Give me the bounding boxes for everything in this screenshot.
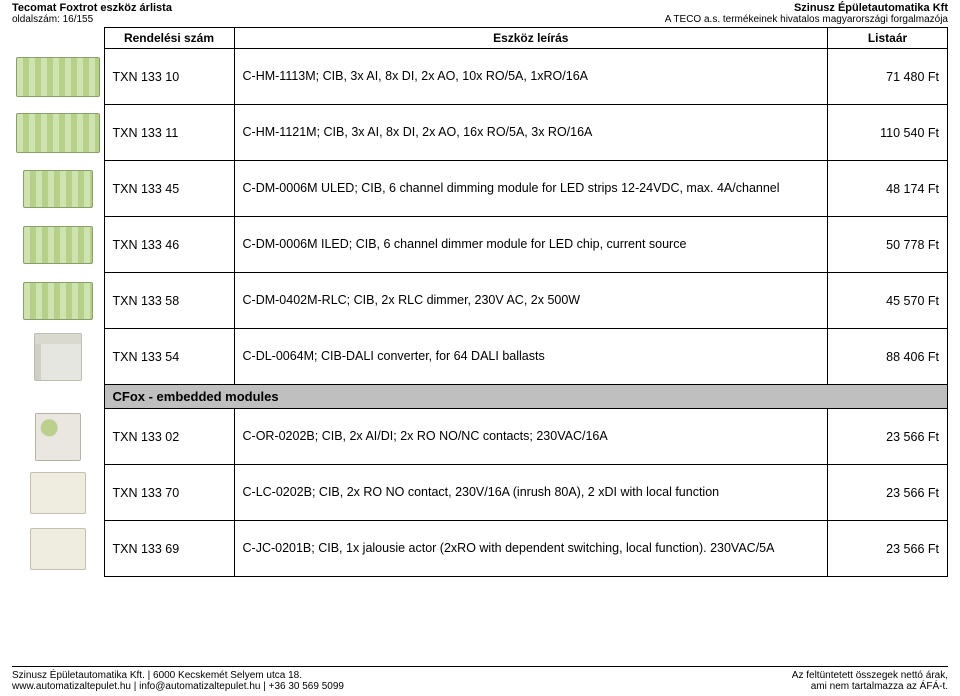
product-description: C-OR-0202B; CIB, 2x AI/DI; 2x RO NO/NC c… bbox=[234, 409, 828, 465]
table-row: TXN 133 70C-LC-0202B; CIB, 2x RO NO cont… bbox=[12, 465, 948, 521]
product-image-cell bbox=[12, 329, 104, 385]
product-thumbnail bbox=[30, 528, 86, 570]
company-subtitle: A TECO a.s. termékeinek hivatalos magyar… bbox=[665, 14, 948, 25]
product-description: C-JC-0201B; CIB, 1x jalousie actor (2xRO… bbox=[234, 521, 828, 577]
doc-title: Tecomat Foxtrot eszköz árlista bbox=[12, 2, 172, 14]
product-thumbnail bbox=[16, 57, 100, 97]
table-row: TXN 133 45C-DM-0006M ULED; CIB, 6 channe… bbox=[12, 161, 948, 217]
product-description: C-HM-1121M; CIB, 3x AI, 8x DI, 2x AO, 16… bbox=[234, 105, 828, 161]
table-row: TXN 133 02C-OR-0202B; CIB, 2x AI/DI; 2x … bbox=[12, 409, 948, 465]
list-price: 45 570 Ft bbox=[828, 273, 948, 329]
product-image-cell bbox=[12, 465, 104, 521]
product-description: C-DM-0006M ULED; CIB, 6 channel dimming … bbox=[234, 161, 828, 217]
order-code: TXN 133 58 bbox=[104, 273, 234, 329]
list-price: 23 566 Ft bbox=[828, 521, 948, 577]
table-row: TXN 133 10C-HM-1113M; CIB, 3x AI, 8x DI,… bbox=[12, 49, 948, 105]
product-image-cell bbox=[12, 273, 104, 329]
section-title: CFox - embedded modules bbox=[104, 385, 948, 409]
product-image-cell bbox=[12, 217, 104, 273]
product-image-cell bbox=[12, 105, 104, 161]
footer-right: Az feltüntetett összegek nettó árak, ami… bbox=[792, 670, 948, 692]
footer-note-1: Az feltüntetett összegek nettó árak, bbox=[792, 670, 948, 681]
product-description: C-DM-0402M-RLC; CIB, 2x RLC dimmer, 230V… bbox=[234, 273, 828, 329]
order-code: TXN 133 45 bbox=[104, 161, 234, 217]
order-code: TXN 133 02 bbox=[104, 409, 234, 465]
footer-left: Szinusz Épületautomatika Kft. | 6000 Kec… bbox=[12, 670, 344, 692]
footer-company-address: Szinusz Épületautomatika Kft. | 6000 Kec… bbox=[12, 670, 344, 681]
company-name: Szinusz Épületautomatika Kft bbox=[665, 2, 948, 14]
list-price: 48 174 Ft bbox=[828, 161, 948, 217]
table-row: TXN 133 11C-HM-1121M; CIB, 3x AI, 8x DI,… bbox=[12, 105, 948, 161]
product-thumbnail bbox=[34, 333, 82, 381]
col-header-image bbox=[12, 28, 104, 49]
list-price: 23 566 Ft bbox=[828, 409, 948, 465]
product-image-cell bbox=[12, 409, 104, 465]
product-thumbnail bbox=[23, 170, 93, 208]
product-description: C-HM-1113M; CIB, 3x AI, 8x DI, 2x AO, 10… bbox=[234, 49, 828, 105]
order-code: TXN 133 70 bbox=[104, 465, 234, 521]
page-header: Tecomat Foxtrot eszköz árlista oldalszám… bbox=[12, 2, 948, 25]
product-thumbnail bbox=[35, 413, 81, 461]
product-description: C-LC-0202B; CIB, 2x RO NO contact, 230V/… bbox=[234, 465, 828, 521]
product-description: C-DM-0006M ILED; CIB, 6 channel dimmer m… bbox=[234, 217, 828, 273]
product-thumbnail bbox=[23, 226, 93, 264]
product-thumbnail bbox=[30, 472, 86, 514]
page: Tecomat Foxtrot eszköz árlista oldalszám… bbox=[0, 0, 960, 577]
page-number: oldalszám: 16/155 bbox=[12, 14, 172, 25]
section-image-cell bbox=[12, 385, 104, 409]
header-right: Szinusz Épületautomatika Kft A TECO a.s.… bbox=[665, 2, 948, 25]
list-price: 110 540 Ft bbox=[828, 105, 948, 161]
price-table: Rendelési szám Eszköz leírás Listaár TXN… bbox=[12, 27, 948, 577]
page-footer: Szinusz Épületautomatika Kft. | 6000 Kec… bbox=[12, 666, 948, 692]
list-price: 88 406 Ft bbox=[828, 329, 948, 385]
col-header-price: Listaár bbox=[828, 28, 948, 49]
col-header-desc: Eszköz leírás bbox=[234, 28, 828, 49]
list-price: 23 566 Ft bbox=[828, 465, 948, 521]
list-price: 50 778 Ft bbox=[828, 217, 948, 273]
product-image-cell bbox=[12, 49, 104, 105]
footer-contact: www.automatizaltepulet.hu | info@automat… bbox=[12, 681, 344, 692]
header-left: Tecomat Foxtrot eszköz árlista oldalszám… bbox=[12, 2, 172, 25]
footer-note-2: ami nem tartalmazza az ÁFÁ-t. bbox=[792, 681, 948, 692]
order-code: TXN 133 54 bbox=[104, 329, 234, 385]
list-price: 71 480 Ft bbox=[828, 49, 948, 105]
table-row: TXN 133 69C-JC-0201B; CIB, 1x jalousie a… bbox=[12, 521, 948, 577]
col-header-code: Rendelési szám bbox=[104, 28, 234, 49]
product-thumbnail bbox=[16, 113, 100, 153]
order-code: TXN 133 11 bbox=[104, 105, 234, 161]
order-code: TXN 133 69 bbox=[104, 521, 234, 577]
product-image-cell bbox=[12, 521, 104, 577]
product-thumbnail bbox=[23, 282, 93, 320]
product-image-cell bbox=[12, 161, 104, 217]
table-row: TXN 133 54C-DL-0064M; CIB-DALI converter… bbox=[12, 329, 948, 385]
section-row: CFox - embedded modules bbox=[12, 385, 948, 409]
table-header-row: Rendelési szám Eszköz leírás Listaár bbox=[12, 28, 948, 49]
table-row: TXN 133 58C-DM-0402M-RLC; CIB, 2x RLC di… bbox=[12, 273, 948, 329]
table-row: TXN 133 46C-DM-0006M ILED; CIB, 6 channe… bbox=[12, 217, 948, 273]
order-code: TXN 133 10 bbox=[104, 49, 234, 105]
product-description: C-DL-0064M; CIB-DALI converter, for 64 D… bbox=[234, 329, 828, 385]
order-code: TXN 133 46 bbox=[104, 217, 234, 273]
